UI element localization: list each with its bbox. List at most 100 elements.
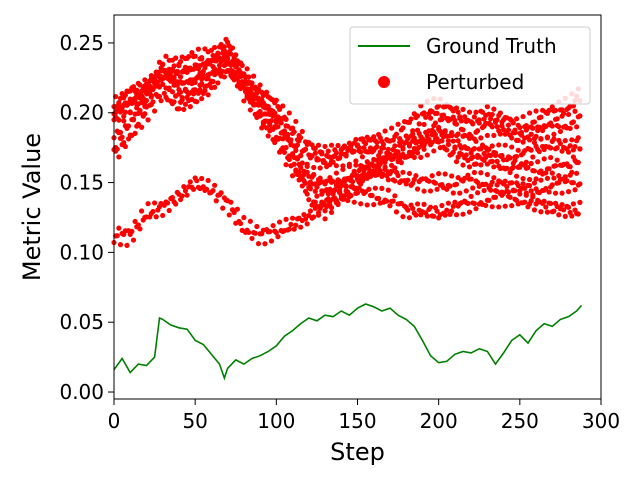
perturbed-point xyxy=(138,124,145,130)
perturbed-point xyxy=(395,172,401,179)
perturbed-point xyxy=(445,138,452,144)
perturbed-point xyxy=(148,73,154,79)
perturbed-point xyxy=(460,133,466,139)
perturbed-point xyxy=(335,142,341,149)
perturbed-point xyxy=(546,166,552,172)
perturbed-point xyxy=(548,200,554,207)
perturbed-point xyxy=(276,106,283,113)
perturbed-point xyxy=(151,200,158,206)
perturbed-point xyxy=(382,164,388,170)
perturbed-point xyxy=(492,194,499,200)
perturbed-point xyxy=(574,170,580,176)
perturbed-point xyxy=(309,181,315,187)
perturbed-point xyxy=(371,134,377,140)
perturbed-point xyxy=(280,145,286,151)
perturbed-point xyxy=(116,154,122,160)
perturbed-point xyxy=(142,111,148,117)
perturbed-point xyxy=(306,197,312,203)
perturbed-point xyxy=(361,176,367,182)
perturbed-point xyxy=(315,180,322,187)
perturbed-point xyxy=(247,107,253,113)
perturbed-point xyxy=(544,135,551,141)
perturbed-point xyxy=(478,162,484,168)
perturbed-point xyxy=(320,200,327,206)
perturbed-point xyxy=(195,46,202,52)
perturbed-point xyxy=(499,119,505,125)
perturbed-point xyxy=(169,78,176,84)
perturbed-point xyxy=(229,75,236,81)
perturbed-point xyxy=(216,62,223,69)
y-tick-label: 0.15 xyxy=(59,171,104,195)
perturbed-point xyxy=(283,162,289,168)
perturbed-point xyxy=(150,208,156,215)
perturbed-point xyxy=(517,187,523,194)
perturbed-point xyxy=(552,107,559,114)
perturbed-point xyxy=(273,124,279,130)
perturbed-point xyxy=(554,145,560,151)
perturbed-point xyxy=(475,190,481,196)
perturbed-point xyxy=(570,180,577,186)
perturbed-point xyxy=(126,88,132,95)
perturbed-point xyxy=(328,209,335,215)
perturbed-point xyxy=(543,204,549,210)
perturbed-point xyxy=(114,146,120,152)
perturbed-point xyxy=(481,187,487,194)
perturbed-point xyxy=(546,107,552,113)
perturbed-point xyxy=(565,189,572,195)
perturbed-point xyxy=(293,222,299,228)
perturbed-point xyxy=(117,242,124,248)
perturbed-point xyxy=(564,178,570,184)
perturbed-point xyxy=(252,84,258,90)
perturbed-point xyxy=(202,46,208,52)
perturbed-point xyxy=(515,147,521,153)
perturbed-point xyxy=(526,176,533,183)
perturbed-point xyxy=(312,199,318,205)
perturbed-point xyxy=(212,182,218,188)
perturbed-point xyxy=(559,190,565,196)
perturbed-point xyxy=(116,225,122,231)
perturbed-point xyxy=(484,104,490,110)
perturbed-point xyxy=(494,124,500,130)
perturbed-point xyxy=(359,154,365,160)
perturbed-point xyxy=(432,131,439,138)
perturbed-point xyxy=(302,180,309,186)
perturbed-point xyxy=(312,145,318,151)
perturbed-point xyxy=(471,114,477,120)
perturbed-point xyxy=(218,73,224,79)
perturbed-point xyxy=(137,226,143,232)
perturbed-point xyxy=(395,159,401,165)
perturbed-point xyxy=(385,146,391,153)
perturbed-point xyxy=(393,131,400,137)
perturbed-point xyxy=(234,74,240,80)
perturbed-point xyxy=(376,161,382,167)
perturbed-point xyxy=(408,116,414,122)
perturbed-point xyxy=(145,86,151,92)
perturbed-point xyxy=(179,97,185,103)
perturbed-point xyxy=(187,104,193,110)
perturbed-point xyxy=(220,205,226,211)
perturbed-point xyxy=(577,181,583,187)
perturbed-point xyxy=(562,138,568,144)
perturbed-point xyxy=(262,118,268,124)
perturbed-point xyxy=(173,93,179,99)
perturbed-point xyxy=(200,90,206,97)
perturbed-point xyxy=(426,178,432,184)
perturbed-point xyxy=(238,220,244,227)
perturbed-point xyxy=(173,201,179,207)
perturbed-point xyxy=(251,96,257,102)
perturbed-point xyxy=(340,166,346,173)
perturbed-point xyxy=(559,113,565,119)
perturbed-point xyxy=(138,92,145,99)
perturbed-point xyxy=(137,82,143,88)
perturbed-point xyxy=(241,214,247,221)
perturbed-point xyxy=(142,102,148,108)
perturbed-point xyxy=(304,169,310,175)
perturbed-point xyxy=(275,234,281,240)
perturbed-point xyxy=(319,191,325,197)
perturbed-point xyxy=(528,188,534,194)
perturbed-point xyxy=(406,215,413,221)
perturbed-point xyxy=(241,98,247,104)
perturbed-point xyxy=(333,170,339,176)
perturbed-point xyxy=(291,161,297,167)
perturbed-point xyxy=(470,154,476,160)
